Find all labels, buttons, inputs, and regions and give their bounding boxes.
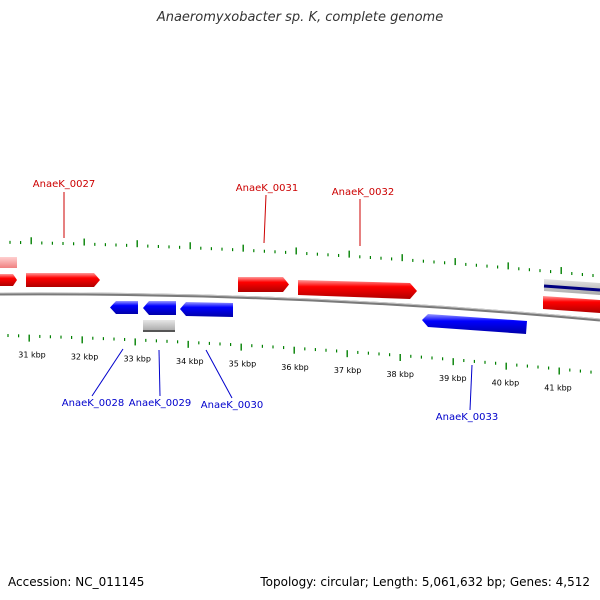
gene-labels: AnaeK_0027 AnaeK_0028 AnaeK_0029 AnaeK_0…: [33, 179, 498, 423]
accession-text: Accession: NC_011145: [8, 575, 145, 589]
kbp-label: 39 kbp: [439, 374, 467, 383]
kbp-label: 35 kbp: [229, 360, 257, 369]
kbp-label: 32 kbp: [71, 352, 99, 361]
gene-arrow-forward[interactable]: [26, 273, 100, 287]
gene-label-anaek-0028[interactable]: AnaeK_0028: [62, 398, 124, 409]
genome-backbone: [0, 292, 600, 322]
gene-label-anaek-0032[interactable]: AnaeK_0032: [332, 187, 394, 198]
gene-arrow-reverse[interactable]: [180, 302, 233, 317]
kbp-label: 34 kbp: [176, 357, 204, 366]
gene-arrow-forward[interactable]: [0, 274, 17, 286]
kbp-label: 38 kbp: [386, 370, 414, 379]
gene-label-anaek-0030[interactable]: AnaeK_0030: [201, 400, 263, 411]
gene-label-anaek-0029[interactable]: AnaeK_0029: [129, 398, 191, 409]
gene-label-anaek-0027[interactable]: AnaeK_0027: [33, 179, 95, 190]
gene-arrow-forward[interactable]: [543, 296, 600, 313]
genome-summary-text: Topology: circular; Length: 5,061,632 bp…: [260, 575, 590, 589]
other-feature[interactable]: [143, 320, 175, 331]
kbp-label: 40 kbp: [492, 379, 520, 388]
gene-label-anaek-0033[interactable]: AnaeK_0033: [436, 412, 498, 423]
inner-tick-row: [7, 334, 592, 375]
gene-arrow-reverse[interactable]: [422, 314, 527, 334]
gene-label-leaders: [63, 192, 473, 411]
gene-features: [0, 257, 600, 334]
kbp-label: 31 kbp: [18, 351, 46, 360]
gene-arrow-forward[interactable]: [0, 257, 17, 268]
gene-arrow-forward[interactable]: [238, 277, 289, 292]
gene-arrow-reverse[interactable]: [110, 301, 138, 314]
gene-label-anaek-0031[interactable]: AnaeK_0031: [236, 183, 298, 194]
kbp-label: 33 kbp: [123, 354, 151, 363]
gene-arrow-forward[interactable]: [298, 280, 417, 299]
map-title: Anaeromyxobacter sp. K, complete genome: [156, 10, 444, 25]
outer-tick-row: [9, 237, 594, 278]
kbp-scale: 31 kbp 32 kbp 33 kbp 34 kbp 35 kbp 36 kbp 37 k…: [18, 351, 572, 393]
kbp-label: 36 kbp: [281, 363, 309, 372]
kbp-label: 37 kbp: [334, 366, 362, 375]
kbp-label: 41 kbp: [544, 383, 572, 392]
gene-arrow-reverse[interactable]: [143, 301, 176, 315]
